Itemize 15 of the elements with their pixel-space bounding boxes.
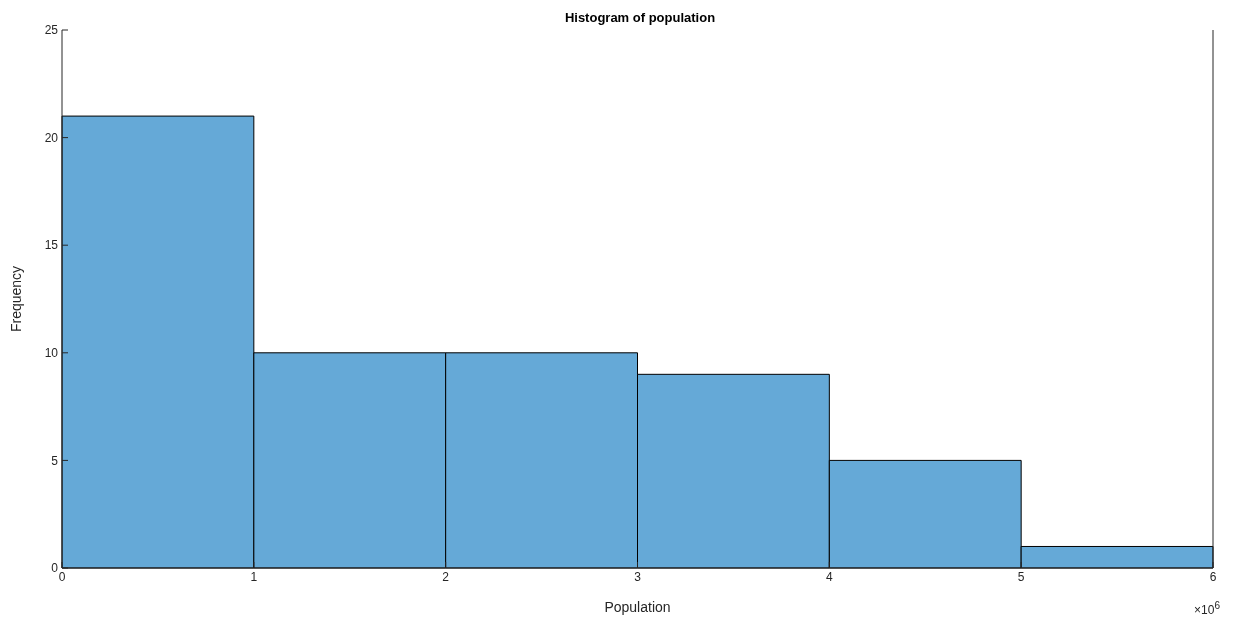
y-tick-label: 25 (44, 23, 59, 38)
x-tick-label: 5 (1017, 569, 1025, 584)
y-axis-title: Frequency (7, 265, 24, 333)
y-tick-label: 5 (51, 453, 59, 468)
x-tick-label: 1 (250, 569, 258, 584)
y-tick-label: 15 (44, 238, 59, 253)
x-tick-label: 4 (825, 569, 833, 584)
y-tick-label: 10 (44, 346, 59, 361)
x-tick-label: 6 (1209, 569, 1217, 584)
x-tick-label: 3 (634, 569, 642, 584)
chart-title: Histogram of population (563, 10, 717, 25)
x-axis-title: Population (604, 599, 671, 615)
text: ×10$^{6}$ (1194, 600, 1220, 617)
x-tick-label: 2 (442, 569, 450, 584)
y-tick-label: 20 (44, 130, 59, 145)
